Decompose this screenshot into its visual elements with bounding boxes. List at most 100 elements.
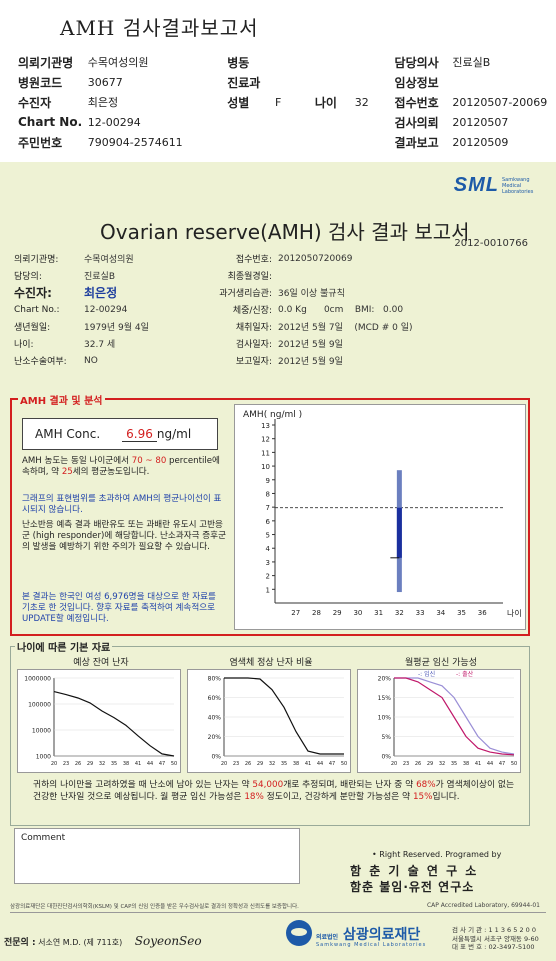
x-tick-label: 38 bbox=[463, 761, 469, 767]
field-label: 담당의: bbox=[14, 272, 42, 282]
address-line: 서울특별시 서초구 양재동 9-60 bbox=[452, 934, 539, 943]
y-tick-label: 1000 bbox=[36, 754, 51, 761]
text-fragment: percentile에 속하며, 약 bbox=[22, 456, 220, 477]
field-value: 36일 이상 불규칙 bbox=[278, 289, 345, 299]
field-value: 최은정 bbox=[87, 96, 119, 109]
remaining-eggs-value: 54,000 bbox=[252, 780, 284, 790]
doctor-signature: SoyeonSeo bbox=[134, 934, 202, 948]
certification-text: 삼광의료재단은 대한진단검사의학회(KSLM) 및 CAP의 신임 인증을 받은… bbox=[10, 904, 299, 910]
field-label: 체중/신장: bbox=[232, 306, 272, 316]
text-fragment: AMH 농도는 동일 나이군에서 bbox=[22, 456, 132, 466]
amh-response-text: 난소반응 예측 결과 배란유도 또는 과배란 유도시 고반응군 (high re… bbox=[22, 520, 226, 552]
field-label: 최종월경일: bbox=[227, 272, 272, 282]
x-tick-label: 23 bbox=[63, 761, 69, 767]
y-tick-label: 100000 bbox=[28, 702, 51, 709]
chart-svg: 80% 60% 40% 20% 0%20 23 26 29 32 35 38 41 44 47 50 bbox=[208, 676, 348, 768]
y-tick-label: 4 bbox=[266, 545, 271, 553]
field-label: 담당의사 bbox=[394, 55, 439, 70]
amh-result-section: AMH 결과 및 분석 AMH Conc. 6.96 ng/ml AMH 농도는… bbox=[10, 392, 530, 636]
x-tick-label: 41 bbox=[135, 761, 141, 767]
y-axis-label: AMH( ng/ml ) bbox=[243, 410, 302, 420]
field-value: 30677 bbox=[87, 75, 123, 89]
field-label: 성별 bbox=[227, 95, 250, 110]
field-value: 수목여성의원 bbox=[84, 255, 134, 265]
normal-eggs-value: 68% bbox=[416, 780, 436, 790]
y-tick-label: 0% bbox=[211, 754, 221, 761]
field-label: 의뢰기관명: bbox=[14, 255, 59, 265]
field-label: 보고일자: bbox=[235, 357, 272, 367]
x-tick-label: 30 bbox=[353, 609, 362, 617]
text-fragment: 귀하의 나이만을 고려하였을 때 난소에 남아 있는 난자는 약 bbox=[33, 780, 253, 790]
field-value: 790904-2574611 bbox=[87, 135, 183, 149]
amh-chart: AMH( ng/ml ) 1 2 3 4 5 6 7 8 9 10 11 12 13 27 28 29 30 31 3… bbox=[234, 404, 526, 630]
amh-range-note: 그래프의 표현범위를 초과하여 AMH의 평균나이선이 표시되지 않습니다. bbox=[22, 494, 222, 515]
y-tick-label: 20% bbox=[378, 676, 392, 683]
equivalent-age: 25 bbox=[61, 467, 73, 477]
lab-name-2: 함춘 불임·유전 연구소 bbox=[350, 880, 475, 894]
x-tick-label: 20 bbox=[51, 761, 57, 767]
sml-logo-text: SML bbox=[453, 174, 499, 196]
comment-label: Comment bbox=[21, 833, 66, 843]
amh-conc-unit: ng/ml bbox=[156, 427, 192, 441]
amh-conc-value: 6.96 bbox=[122, 427, 157, 442]
text-fragment: 가 염색체이상이 없는 건강한 난자일 것으로 예상됩니다. 월 평균 임신 가… bbox=[33, 780, 515, 802]
field-value: 2012년 5월 7일 (MCD # 0 일) bbox=[278, 323, 413, 333]
chart-canvas: 20% 15% 10% 5% 0% 20 23 26 29 32 35 38 41 44 47 50 -: 임신… bbox=[357, 669, 521, 773]
field-label: 임상정보 bbox=[394, 75, 439, 90]
y-tick-label: 8 bbox=[266, 490, 270, 498]
doctor-name: 서소연 M.D. (제 711호) bbox=[38, 938, 123, 947]
x-tick-label: 34 bbox=[436, 609, 445, 617]
field-label: 주민번호 bbox=[18, 135, 63, 150]
x-tick-label: 35 bbox=[451, 761, 457, 767]
x-tick-label: 23 bbox=[233, 761, 239, 767]
header-row: Chart No. 12-00294 검사의뢰 20120507 bbox=[18, 112, 548, 132]
org-name-text: 삼광의료재단 bbox=[342, 927, 421, 943]
section-label: AMH 결과 및 분석 bbox=[18, 392, 105, 407]
field-label: 나이 bbox=[314, 95, 337, 110]
birth-value: 15% bbox=[412, 792, 433, 802]
field-value: 12-00294 bbox=[87, 115, 141, 129]
y-tick-label: 9 bbox=[266, 477, 270, 485]
field-label: 결과보고 bbox=[394, 135, 439, 150]
interquartile-bar bbox=[396, 507, 402, 558]
x-tick-label: 47 bbox=[499, 761, 505, 767]
x-tick-label: 32 bbox=[439, 761, 445, 767]
chart-title: 월평균 임신 가능성 bbox=[405, 658, 477, 668]
header-row: 주민번호 790904-2574611 결과보고 20120509 bbox=[18, 132, 548, 152]
lab-name-1: 함 춘 기 술 연 구 소 bbox=[350, 864, 479, 878]
field-label: Chart No.: bbox=[14, 304, 60, 315]
pregnancy-line bbox=[394, 677, 515, 755]
sml-logo: SML Samkwang Medical Laboratories bbox=[454, 174, 542, 197]
patient-info-left: 의뢰기관명: 수목여성의원 담당의: 진료실B 수진자: 최은정 Chart No.:… bbox=[14, 250, 264, 369]
normal-eggs-line bbox=[224, 677, 344, 755]
pregnancy-chart: 월평균 임신 가능성 20% 15% 10% 5% 0% 20 23 26 29 32 35 38 41… bbox=[357, 655, 525, 773]
y-tick-label: 5 bbox=[266, 532, 270, 540]
field-value: 32 bbox=[354, 95, 369, 109]
x-tick-label: 47 bbox=[159, 761, 165, 767]
chart-svg: 20% 15% 10% 5% 0%20 23 26 29 32 35 38 41 44 47 50 -: 임신… bbox=[378, 670, 518, 767]
text-fragment: 정도이고, 건강하게 분만할 가능성은 약 bbox=[263, 792, 413, 802]
y-tick-label: 20% bbox=[208, 734, 222, 741]
field-label: 생년월일: bbox=[14, 323, 51, 333]
x-tick-label: 38 bbox=[293, 761, 299, 767]
field-value: 진료실B bbox=[452, 56, 491, 69]
y-tick-label: 10000 bbox=[32, 728, 51, 735]
x-tick-label: 38 bbox=[123, 761, 129, 767]
address-line: 대 표 번 호 : 02-3497-5100 bbox=[452, 943, 535, 951]
x-tick-label: 41 bbox=[305, 761, 311, 767]
x-tick-label: 44 bbox=[147, 761, 153, 767]
y-tick-label: 3 bbox=[266, 559, 270, 567]
sheet-title: Ovarian reserve(AMH) 검사 결과 보고서 bbox=[100, 220, 470, 244]
amh-conc-label: AMH Conc. bbox=[35, 427, 101, 441]
y-tick-label: 5% bbox=[381, 734, 391, 741]
field-label: 접수번호 bbox=[394, 95, 439, 110]
patient-info-right: 접수번호: 2012050720069 최종월경일: 과거생리습관: 36일 이상 … bbox=[204, 250, 534, 369]
percentile-range: 70 ~ 80 bbox=[131, 456, 167, 466]
y-tick-label: 1000000 bbox=[24, 676, 51, 683]
organization-address: 검 사 기 관 : 1 1 3 6 5 2 0 0 서울특별시 서초구 양재동 … bbox=[452, 926, 539, 952]
x-tick-label: 27 bbox=[291, 609, 300, 617]
x-tick-label: 20 bbox=[221, 761, 227, 767]
field-label: 의뢰기관명 bbox=[18, 55, 74, 70]
field-value: 2012050720069 bbox=[278, 253, 353, 264]
